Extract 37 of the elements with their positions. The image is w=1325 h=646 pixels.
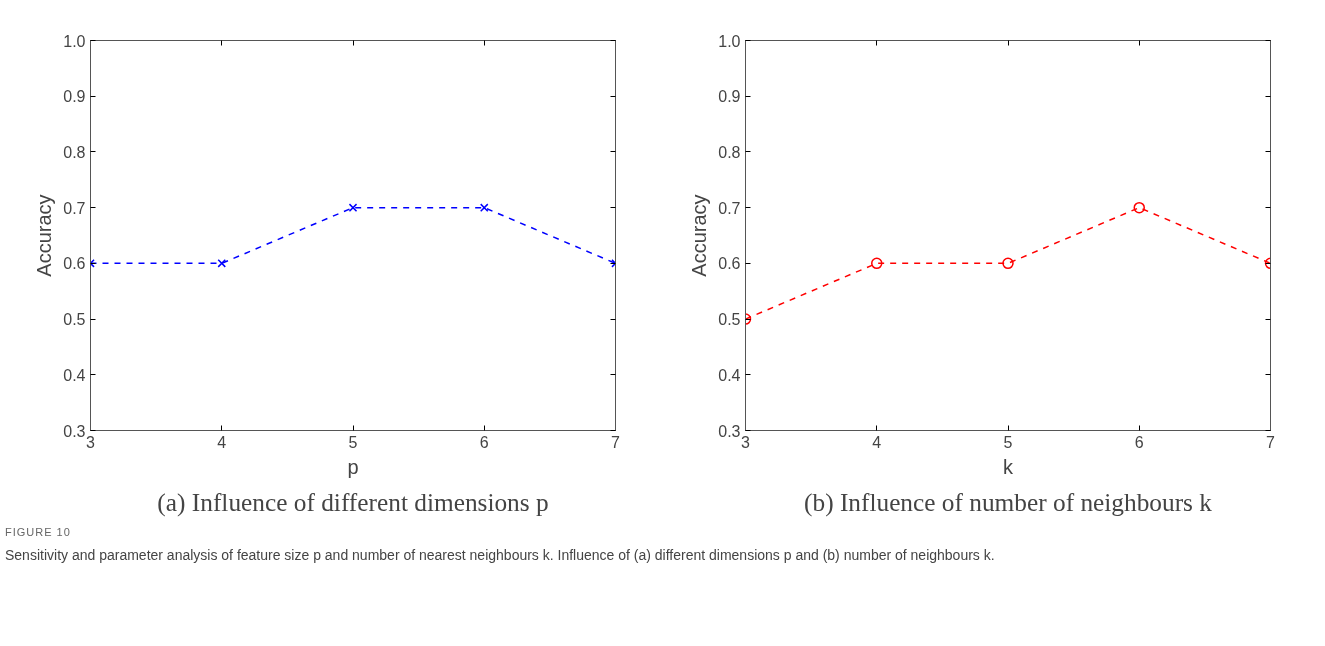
y-tick-label: 0.4 bbox=[63, 366, 86, 384]
caption: FIGURE 10 bbox=[5, 525, 72, 540]
y-tick-label: 1.0 bbox=[63, 32, 86, 50]
x-tick-label: 7 bbox=[1266, 433, 1276, 451]
y-tick-label: 0.9 bbox=[63, 88, 86, 106]
y-tick-label: 0.8 bbox=[718, 143, 741, 161]
text: (b) Influence of number of neighbours k bbox=[804, 487, 1213, 517]
text: (a) Influence of different dimensions p bbox=[157, 487, 549, 517]
x-axis-title: p bbox=[347, 455, 359, 478]
y-tick-label: 1.0 bbox=[718, 32, 741, 50]
x-tick-label: 3 bbox=[741, 433, 751, 451]
x-axis-title: k bbox=[1003, 455, 1014, 478]
y-tick-label: 0.4 bbox=[718, 366, 741, 384]
y-tick-label: 0.5 bbox=[63, 311, 86, 329]
x-tick-label: 6 bbox=[1134, 433, 1144, 451]
x-tick-label: 4 bbox=[872, 433, 882, 451]
x-tick-label: 7 bbox=[611, 433, 621, 451]
point bbox=[871, 257, 883, 270]
y-tick-label: 0.8 bbox=[63, 143, 86, 161]
y-tick-label: 0.7 bbox=[63, 199, 86, 217]
y-axis-title: Accuracy bbox=[688, 194, 711, 277]
point bbox=[1002, 257, 1014, 270]
x-tick-label: 5 bbox=[1003, 433, 1013, 451]
x-tick-label: 3 bbox=[86, 433, 96, 451]
text: Sensitivity and parameter analysis of feature size p and number of nearest neighbours k. Influence of (a) different dimensions p and (b) number of neighbours k. bbox=[5, 545, 995, 565]
x-tick-label: 4 bbox=[217, 433, 227, 451]
x-tick-label: 5 bbox=[348, 433, 358, 451]
point bbox=[1133, 201, 1145, 214]
y-axis-title: Accuracy bbox=[33, 194, 56, 277]
y-tick-label: 0.5 bbox=[718, 311, 741, 329]
x-tick-label: 6 bbox=[479, 433, 489, 451]
y-tick-label: 0.3 bbox=[718, 422, 741, 440]
y-tick-label: 0.6 bbox=[63, 255, 86, 273]
y-tick-label: 0.6 bbox=[718, 255, 741, 273]
y-tick-label: 0.3 bbox=[63, 422, 86, 440]
y-tick-label: 0.9 bbox=[718, 88, 741, 106]
y-tick-label: 0.7 bbox=[718, 199, 741, 217]
